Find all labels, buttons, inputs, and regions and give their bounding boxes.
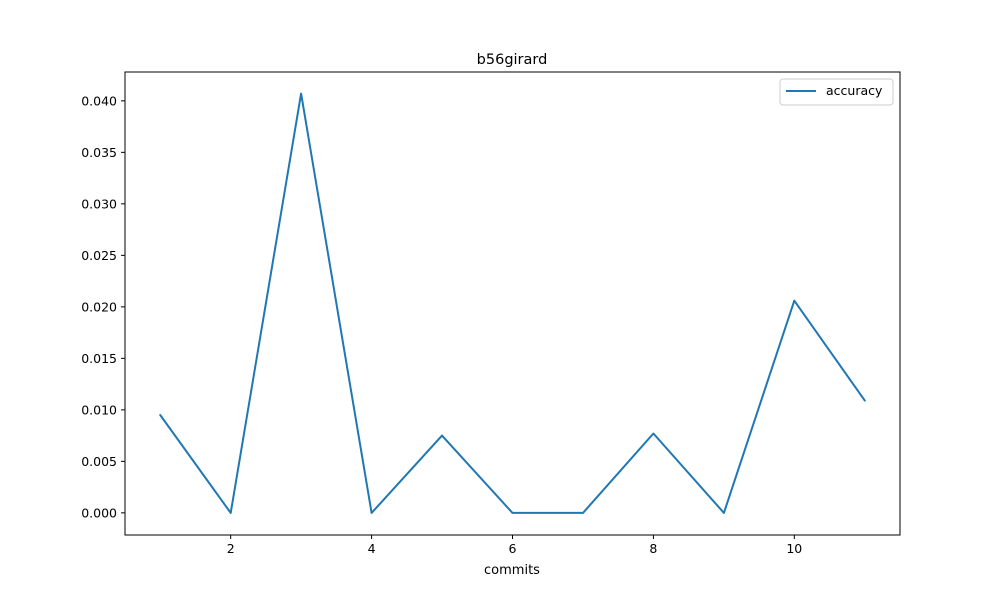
y-tick-label: 0.000: [81, 505, 117, 520]
x-tick-label: 2: [227, 541, 235, 556]
x-axis-label: commits: [484, 563, 540, 578]
y-tick-label: 0.030: [81, 196, 117, 211]
y-tick-label: 0.035: [81, 145, 117, 160]
series-line-accuracy: [159, 92, 866, 514]
series-layer: [159, 92, 866, 514]
legend-box: [779, 78, 894, 106]
chart-title: b56girard: [477, 52, 548, 68]
x-axis-ticks: 2 4 6 8 10: [227, 535, 802, 556]
y-tick-label: 0.010: [81, 402, 117, 417]
y-tick-label: 0.025: [81, 248, 117, 263]
y-tick-label: 0.020: [81, 299, 117, 314]
y-axis-ticks: 0.000 0.005 0.010 0.015 0.020 0.025 0.030 0.035…: [81, 93, 125, 520]
x-tick-label: 8: [649, 541, 657, 556]
y-tick-label: 0.015: [81, 351, 117, 366]
x-tick-label: 6: [509, 541, 517, 556]
legend: accuracy: [779, 78, 894, 106]
x-tick-label: 4: [368, 541, 376, 556]
y-tick-label: 0.005: [81, 454, 117, 469]
x-tick-label: 10: [786, 541, 802, 556]
legend-label-accuracy: accuracy: [826, 83, 883, 98]
plot-area-frame: [124, 71, 901, 536]
y-tick-label: 0.040: [81, 93, 117, 108]
